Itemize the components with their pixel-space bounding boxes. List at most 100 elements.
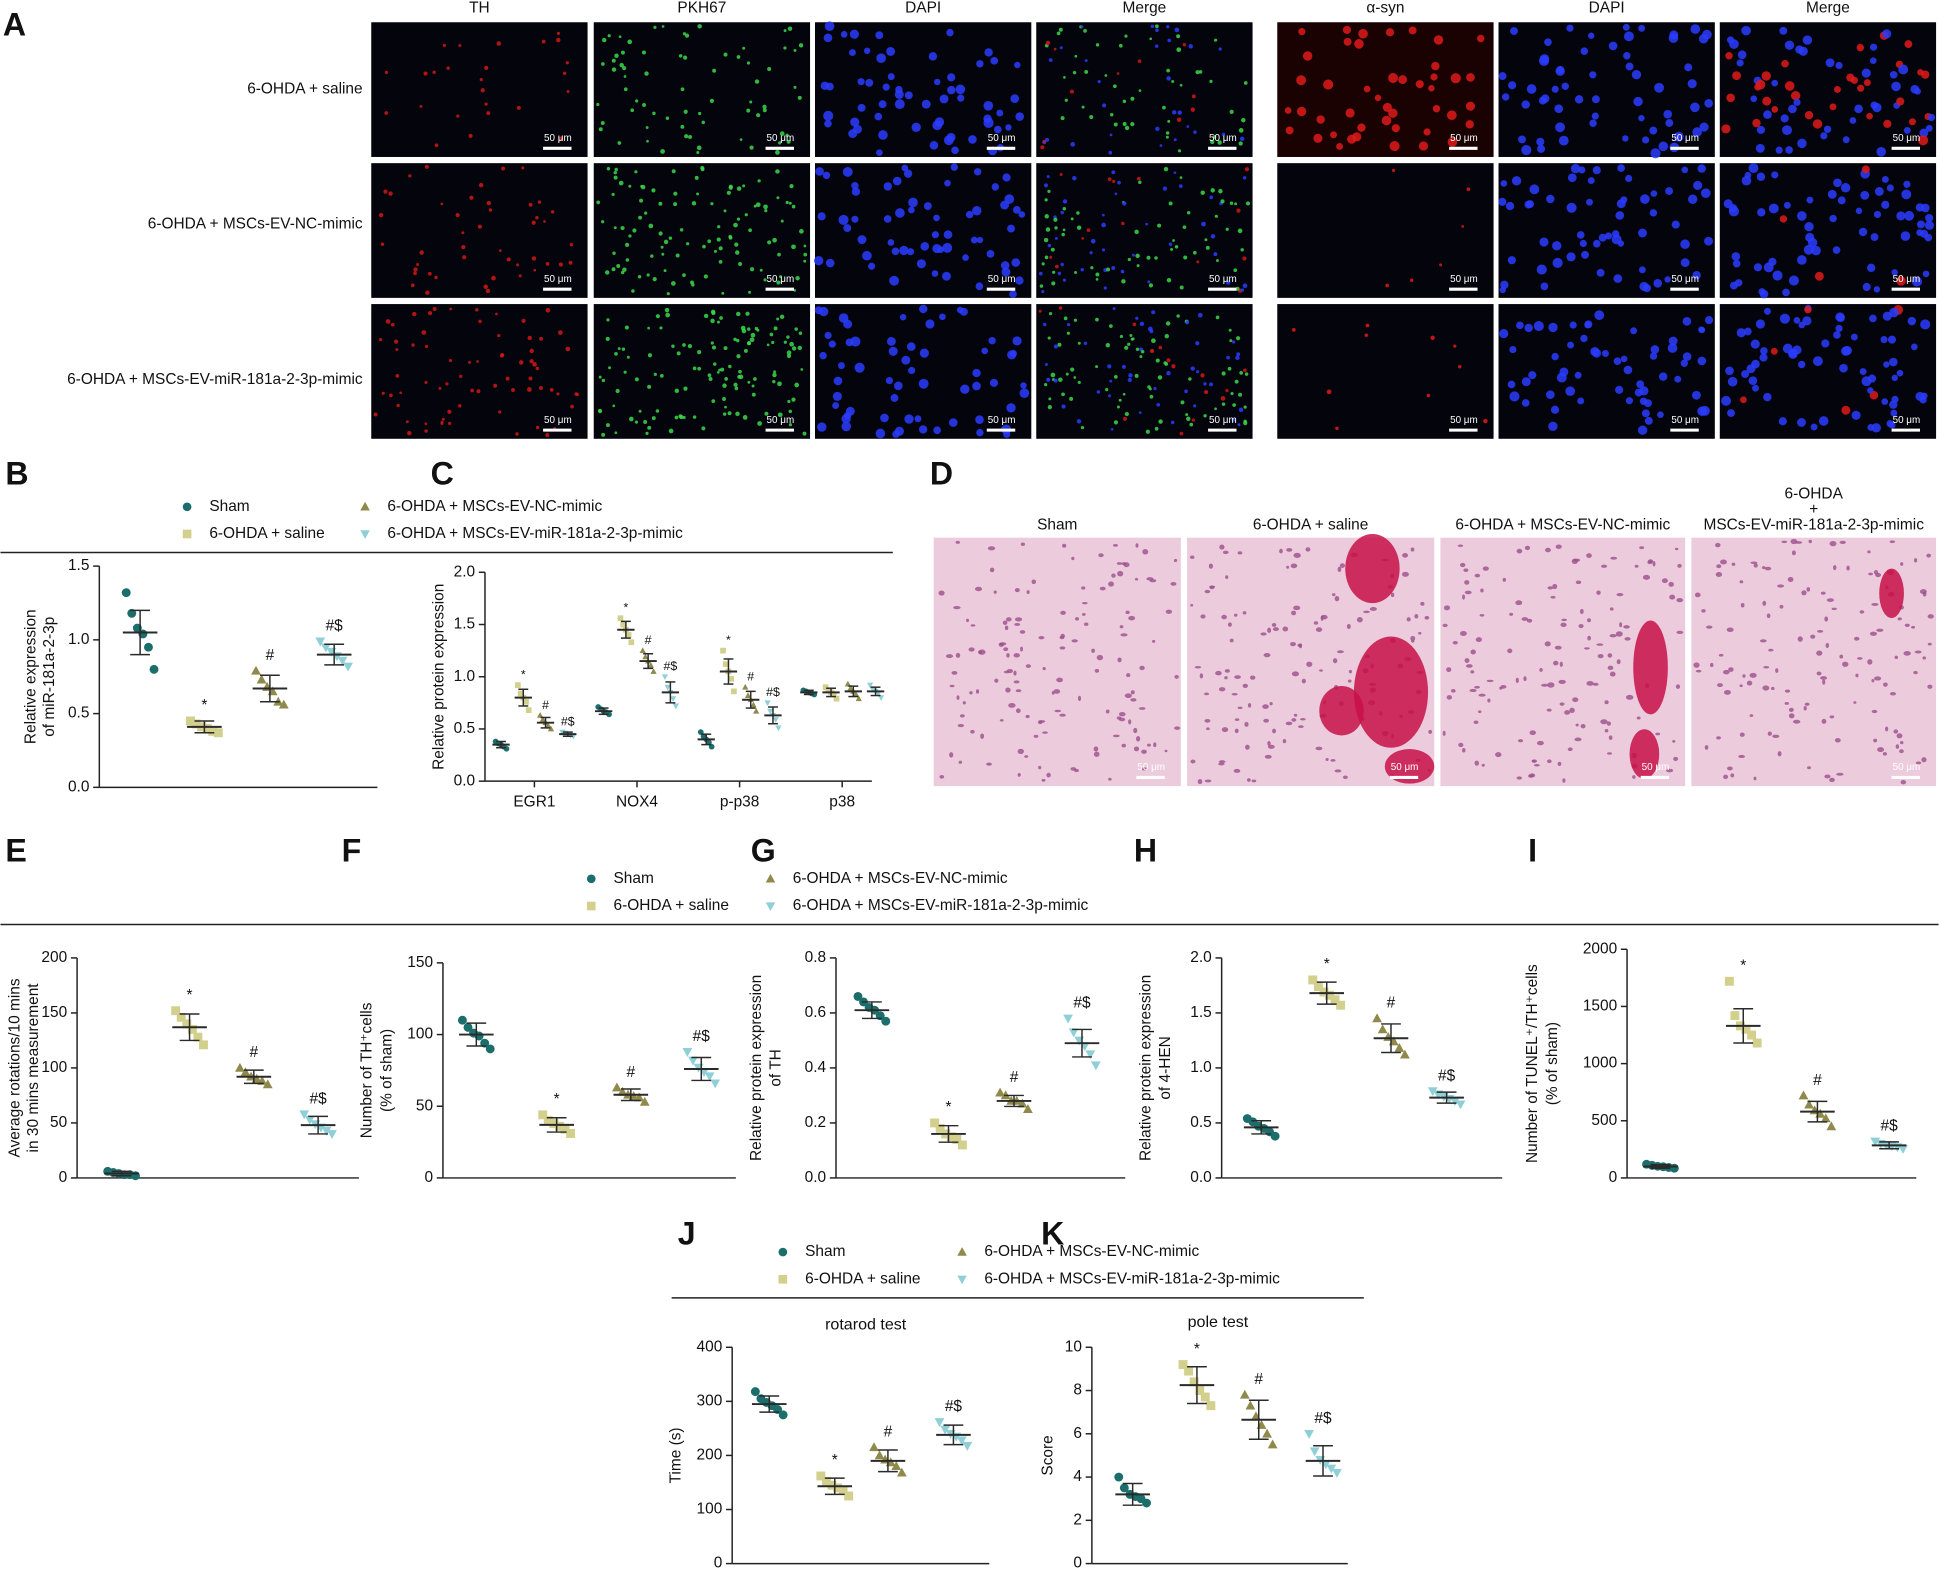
nucleus	[1224, 676, 1228, 680]
cell	[648, 223, 654, 229]
cell	[1182, 225, 1187, 230]
nucleus	[1319, 669, 1324, 672]
nucleus	[1470, 670, 1475, 674]
data-point	[1319, 987, 1329, 997]
data-point	[722, 661, 729, 668]
cell	[722, 412, 727, 416]
significance-label: #$	[664, 659, 678, 673]
cell	[660, 149, 665, 154]
cell	[1234, 202, 1238, 206]
nucleus	[1229, 638, 1234, 643]
cell	[1866, 112, 1873, 120]
cell	[1122, 121, 1127, 126]
cell	[529, 348, 534, 354]
cell	[682, 343, 686, 347]
cell	[521, 166, 525, 170]
cell	[1888, 357, 1898, 367]
cell	[1499, 286, 1506, 294]
nucleus	[1896, 733, 1903, 739]
cell	[956, 306, 964, 314]
cell	[1179, 285, 1184, 290]
cell	[1781, 59, 1789, 68]
nucleus	[1544, 641, 1551, 647]
cell	[851, 215, 859, 223]
cell	[526, 387, 532, 392]
data-point	[213, 728, 223, 738]
cell	[1047, 243, 1052, 248]
y-tick-label: 50	[416, 1097, 433, 1114]
nucleus	[1784, 701, 1789, 705]
cell	[1782, 125, 1792, 136]
nucleus	[1600, 719, 1608, 725]
data-point	[869, 1442, 879, 1452]
nucleus	[1871, 678, 1875, 683]
cell	[1242, 176, 1247, 180]
cell	[1418, 141, 1429, 151]
nucleus	[1081, 601, 1088, 605]
cell	[749, 100, 753, 104]
cell	[1134, 373, 1139, 378]
cell	[718, 368, 721, 372]
cell	[1096, 390, 1101, 394]
cell	[832, 391, 842, 401]
cell	[990, 56, 999, 65]
cell	[814, 255, 824, 266]
cell	[1229, 201, 1234, 205]
cell	[385, 319, 391, 324]
cell	[1692, 127, 1702, 137]
nucleus	[1015, 689, 1022, 693]
cell	[486, 111, 491, 116]
cell	[1166, 370, 1171, 376]
nucleus	[1661, 578, 1668, 584]
cell	[652, 276, 657, 282]
cell	[1185, 413, 1189, 417]
nucleus	[1728, 667, 1734, 672]
cell	[1910, 343, 1918, 351]
data-point	[299, 1110, 310, 1120]
cell	[1243, 420, 1248, 426]
data-point	[1798, 1090, 1809, 1100]
nucleus	[1347, 679, 1352, 683]
cell	[748, 228, 752, 233]
cell	[673, 202, 678, 207]
cell	[1682, 317, 1692, 326]
cell	[713, 362, 717, 366]
legend-marker	[586, 901, 596, 911]
significance-label: #	[542, 698, 549, 712]
cell	[1080, 426, 1085, 430]
nucleus	[1112, 734, 1120, 738]
nucleus	[1111, 573, 1116, 578]
cell	[942, 242, 953, 253]
cell	[1920, 70, 1930, 79]
cell	[919, 348, 929, 358]
cell	[955, 84, 966, 95]
nucleus	[1723, 774, 1729, 780]
significance-label: *	[554, 1091, 560, 1108]
cell	[1090, 266, 1094, 270]
cell	[1165, 135, 1169, 139]
significance-label: #	[627, 1064, 636, 1081]
cell	[724, 405, 727, 409]
nucleus	[1153, 742, 1157, 748]
nucleus	[1767, 731, 1772, 736]
cell	[1233, 268, 1238, 273]
cell	[675, 253, 680, 258]
cell	[1886, 184, 1894, 192]
nucleus	[1726, 627, 1734, 632]
data-point	[1730, 1011, 1740, 1021]
cell	[1000, 200, 1010, 210]
cell	[1196, 370, 1200, 374]
cell	[791, 397, 796, 402]
nucleus	[1452, 641, 1458, 645]
nucleus	[1607, 752, 1612, 755]
y-tick-label: 0.5	[1190, 1114, 1211, 1131]
y-tick-label: 1.5	[1190, 1004, 1211, 1021]
nucleus	[1882, 752, 1888, 756]
cell	[625, 258, 630, 262]
cell	[1748, 163, 1759, 174]
cell	[1779, 26, 1788, 35]
nucleus	[1234, 675, 1241, 679]
data-point	[549, 1119, 559, 1128]
nucleus	[1297, 643, 1303, 648]
cell	[824, 119, 832, 128]
